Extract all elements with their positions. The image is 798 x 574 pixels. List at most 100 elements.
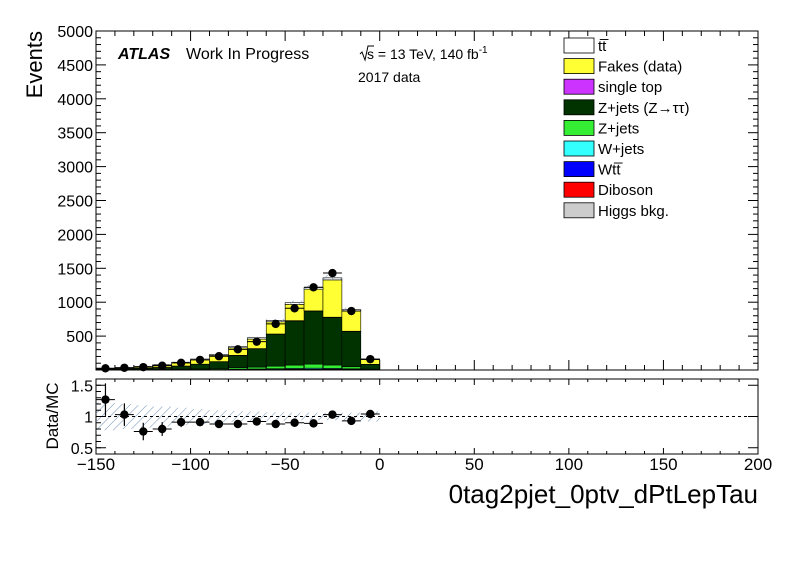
lumi-label: = 13 TeV, 140 fb — [374, 46, 479, 62]
ratio-point — [366, 409, 375, 419]
ratio-point — [252, 417, 261, 426]
y-tick-label: 4000 — [57, 92, 93, 109]
bar-segment — [265, 365, 286, 370]
ratio-band-bin — [341, 412, 361, 421]
main-panel: 500100015002000250030003500400045005000 … — [22, 24, 759, 373]
ratio-point — [120, 410, 129, 419]
uncertainty-hatch — [322, 275, 342, 281]
bar-segment — [303, 310, 324, 365]
ratio-point — [328, 410, 337, 419]
legend-swatch — [563, 161, 595, 178]
ratio-y-tick-label: 1.5 — [71, 378, 93, 395]
legend-swatch — [563, 181, 595, 198]
ratio-point — [309, 419, 318, 428]
y-axis-label: Events — [22, 31, 47, 98]
ratio-points — [96, 383, 380, 441]
legend-swatch — [563, 58, 595, 74]
ratio-point — [139, 427, 148, 436]
legend-swatch — [563, 37, 595, 54]
ratio-point — [158, 424, 167, 434]
y-axis-ticks: 500 1000 1500 2000 2500 3000 3500 4000 4500 5000 — [57, 24, 758, 364]
x-axis-ticks-main — [95, 31, 759, 370]
ratio-point — [214, 419, 224, 429]
bar-segment — [228, 355, 248, 368]
bar-segment — [341, 331, 362, 368]
svg-text:s = 13 TeV, 140 fb-1: s = 13 TeV, 140 fb-1 — [367, 45, 488, 62]
bar-segment — [322, 317, 343, 366]
x-tick-label: −100 — [171, 455, 209, 474]
sqrt-icon — [359, 45, 374, 62]
x-axis-ticks: −150 −100 −50 0 50 100 150 200 — [77, 379, 772, 474]
ratio-band-bin — [247, 411, 267, 422]
legend-label: Diboson — [598, 182, 653, 199]
x-tick-label: 150 — [649, 455, 677, 474]
ratio-y-tick-label: 0.5 — [71, 441, 93, 458]
bar-segment — [360, 364, 381, 370]
x-tick-label: −150 — [77, 455, 115, 474]
y-tick-label: 4500 — [57, 58, 93, 75]
bar-segment — [322, 364, 343, 369]
data-point — [309, 283, 318, 292]
y-tick-label: 2500 — [57, 194, 93, 211]
ratio-point — [290, 418, 299, 427]
bar-segment — [247, 348, 267, 368]
data-points — [96, 268, 380, 373]
y-tick-label: 3000 — [57, 160, 93, 177]
bar-segment — [284, 364, 305, 369]
data-point — [290, 304, 299, 313]
data-point — [252, 337, 261, 346]
data-point — [347, 306, 356, 316]
ratio-point — [347, 416, 356, 426]
y-tick-label: 500 — [66, 329, 93, 346]
status-label: Work In Progress — [186, 46, 309, 63]
data-point — [101, 364, 110, 373]
energy-lumi-label: s = 13 TeV, 140 fb-1 — [359, 45, 488, 62]
legend-swatch — [563, 202, 595, 219]
ratio-point — [176, 417, 186, 427]
bar-segment — [341, 366, 362, 370]
data-point — [139, 362, 148, 372]
y-tick-label: 3500 — [57, 126, 93, 143]
x-tick-label: 200 — [744, 455, 772, 474]
legend-label: Wtt̅ — [598, 162, 623, 179]
x-tick-label: 0 — [375, 455, 384, 474]
atlas-label: ATLAS — [117, 46, 170, 63]
ratio-y-axis-label: Data/MC — [43, 382, 62, 449]
y-tick-label: 1000 — [57, 295, 93, 312]
data-point — [120, 363, 129, 372]
data-point — [176, 358, 186, 368]
legend-label: Z+jets (Z→ττ) — [598, 100, 689, 117]
bar-segment — [190, 364, 210, 370]
ratio-y-tick-label: 1 — [84, 410, 93, 427]
bar-segment — [303, 363, 324, 369]
legend-label: W+jets — [598, 141, 644, 158]
ratio-point — [101, 395, 110, 404]
bar-segment — [303, 288, 324, 312]
bar-segment — [209, 361, 229, 369]
data-point — [195, 355, 205, 365]
lumi-exponent: -1 — [479, 45, 488, 56]
y-tick-label: 2000 — [57, 227, 93, 244]
legend-swatch — [563, 140, 595, 157]
sqrt-s-label: s — [367, 46, 374, 62]
data-point — [158, 361, 167, 370]
ratio-point — [195, 417, 205, 427]
ratio-band-bin — [266, 412, 286, 421]
x-axis-label: 0tag2pjet_0ptv_dPtLepTau — [449, 479, 758, 509]
ratio-point — [233, 419, 243, 429]
legend-label: Higgs bkg. — [598, 203, 669, 220]
data-point — [328, 268, 337, 278]
legend-label: Fakes (data) — [598, 59, 682, 76]
legend-swatch — [563, 99, 595, 116]
legend-swatch — [563, 78, 595, 95]
ratio-y-axis-ticks: 0.5 1 1.5 — [71, 378, 758, 458]
ratio-panel: 0.5 1 1.5 −150 −100 −50 0 50 100 150 200 Data/MC — [43, 378, 772, 474]
x-tick-label: 100 — [555, 455, 583, 474]
legend-label: Z+jets — [598, 120, 639, 137]
legend: tt̅ Fakes (data) single top Z+jets (Z→ττ) Z+… — [563, 37, 689, 220]
y-tick-label: 5000 — [57, 24, 93, 41]
uncertainty-hatch — [285, 300, 305, 305]
ratio-band-bin — [133, 405, 153, 428]
data-point — [233, 345, 243, 354]
